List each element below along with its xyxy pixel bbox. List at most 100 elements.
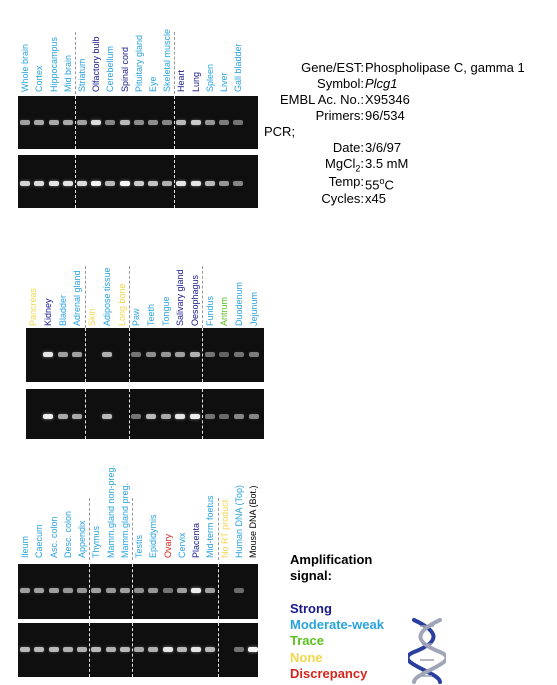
lane-label: Mid brain — [62, 54, 73, 92]
lane-label: Ovary — [162, 533, 173, 558]
gel-band — [147, 120, 158, 125]
gel-band — [57, 414, 68, 419]
gel-image — [18, 564, 258, 619]
lane-label: Pituitary gland — [133, 34, 144, 92]
gel-band — [91, 647, 102, 652]
embl-value: X95346 — [365, 92, 410, 107]
lane-label: Thymus — [91, 525, 102, 558]
gel-band — [191, 588, 202, 593]
gel-band — [105, 181, 116, 186]
lane-separator — [217, 623, 219, 677]
legend-strong: Strong — [290, 601, 332, 616]
gel-band — [233, 120, 244, 125]
lane-label: Teeth — [145, 303, 156, 326]
gel-band — [131, 414, 142, 419]
lane-label: Caecum — [34, 524, 45, 558]
primers-value: 96/534 — [365, 108, 405, 123]
lane-label: Liver — [218, 72, 229, 92]
gel-band — [119, 120, 130, 125]
lane-label: Lung — [190, 71, 201, 92]
lane-separator — [74, 96, 76, 149]
gel-band — [233, 181, 244, 186]
gel-band — [190, 352, 201, 357]
legend-moderate: Moderate-weak — [290, 617, 384, 632]
gel-band — [48, 647, 59, 652]
lane-label: Mid-term foetus — [205, 495, 216, 558]
pcr-label: PCR; — [264, 124, 296, 139]
gel-band — [204, 181, 215, 186]
gel-band — [134, 647, 145, 652]
embl-label: EMBL Ac. No.: — [279, 92, 364, 107]
lane-label: Olfactory bulb — [91, 36, 102, 92]
lane-label: Hippocampus — [48, 36, 59, 92]
gel-band — [77, 647, 88, 652]
lane-separator — [174, 96, 176, 149]
legend-trace: Trace — [290, 633, 324, 648]
gel-band — [20, 120, 31, 125]
lane-label: Heart — [176, 69, 187, 92]
gel-band — [205, 647, 216, 652]
lane-label: Mamm.gland preg. — [119, 482, 130, 558]
gel-band — [175, 414, 186, 419]
date-label: Date: — [332, 140, 364, 155]
gel-band — [148, 588, 159, 593]
lane-label: Duodenum — [234, 281, 245, 326]
gel-band — [233, 647, 244, 652]
gel-band — [176, 647, 187, 652]
cycles-value: x45 — [365, 191, 386, 206]
gel-band — [43, 352, 54, 357]
lane-label: Whole brain — [20, 43, 31, 92]
gel-band — [234, 414, 245, 419]
lane-label: Cortex — [34, 65, 45, 92]
label-separator — [217, 498, 219, 560]
lane-separator — [89, 564, 91, 619]
gel-band — [105, 647, 116, 652]
gel-band — [91, 181, 102, 186]
temp-value: 55oC — [365, 176, 394, 193]
gel-band — [34, 181, 45, 186]
gel-band — [48, 181, 59, 186]
gel-band — [162, 120, 173, 125]
temp-label: Temp: — [328, 174, 364, 189]
lane-label: Mamm.gland non-preg. — [105, 464, 116, 558]
gel-band — [204, 120, 215, 125]
lane-label: Kidney — [43, 298, 54, 326]
gel-band — [160, 414, 171, 419]
lane-separator — [217, 564, 219, 619]
lane-separator — [174, 155, 176, 208]
gel-band — [48, 120, 59, 125]
lane-label: Gall bladder — [233, 43, 244, 92]
gel-band — [162, 588, 173, 593]
gel-band — [248, 352, 259, 357]
gel-band — [131, 352, 142, 357]
gel-band — [176, 120, 187, 125]
gel-band — [133, 120, 144, 125]
gel-band — [72, 414, 83, 419]
lane-separator — [128, 328, 130, 382]
gel-band — [62, 647, 73, 652]
legend-title-line2: signal: — [290, 568, 332, 583]
gel-image — [26, 389, 264, 439]
lane-label: Mouse DNA (Bot.) — [248, 485, 259, 558]
lane-separator — [89, 623, 91, 677]
lane-separator — [84, 389, 86, 439]
label-separator — [132, 498, 133, 560]
gel-band — [147, 181, 158, 186]
label-separator — [174, 32, 176, 94]
gene-value: Phospholipase C, gamma 1 — [365, 60, 525, 75]
gel-band — [20, 181, 31, 186]
gel-band — [145, 352, 156, 357]
gel-band — [191, 647, 202, 652]
lane-label: Bladder — [57, 294, 68, 326]
lane-label: Asc. colon — [48, 516, 59, 558]
gel-band — [105, 120, 116, 125]
gel-band — [72, 352, 83, 357]
lane-separator — [84, 328, 86, 382]
lane-label: Eye — [147, 76, 158, 92]
lane-label: Ileum — [20, 535, 31, 558]
gel-band — [101, 414, 112, 419]
gel-band — [248, 414, 259, 419]
legend-none: None — [290, 650, 323, 665]
gel-band — [190, 414, 201, 419]
symbol-value: Plcg1 — [365, 76, 398, 91]
